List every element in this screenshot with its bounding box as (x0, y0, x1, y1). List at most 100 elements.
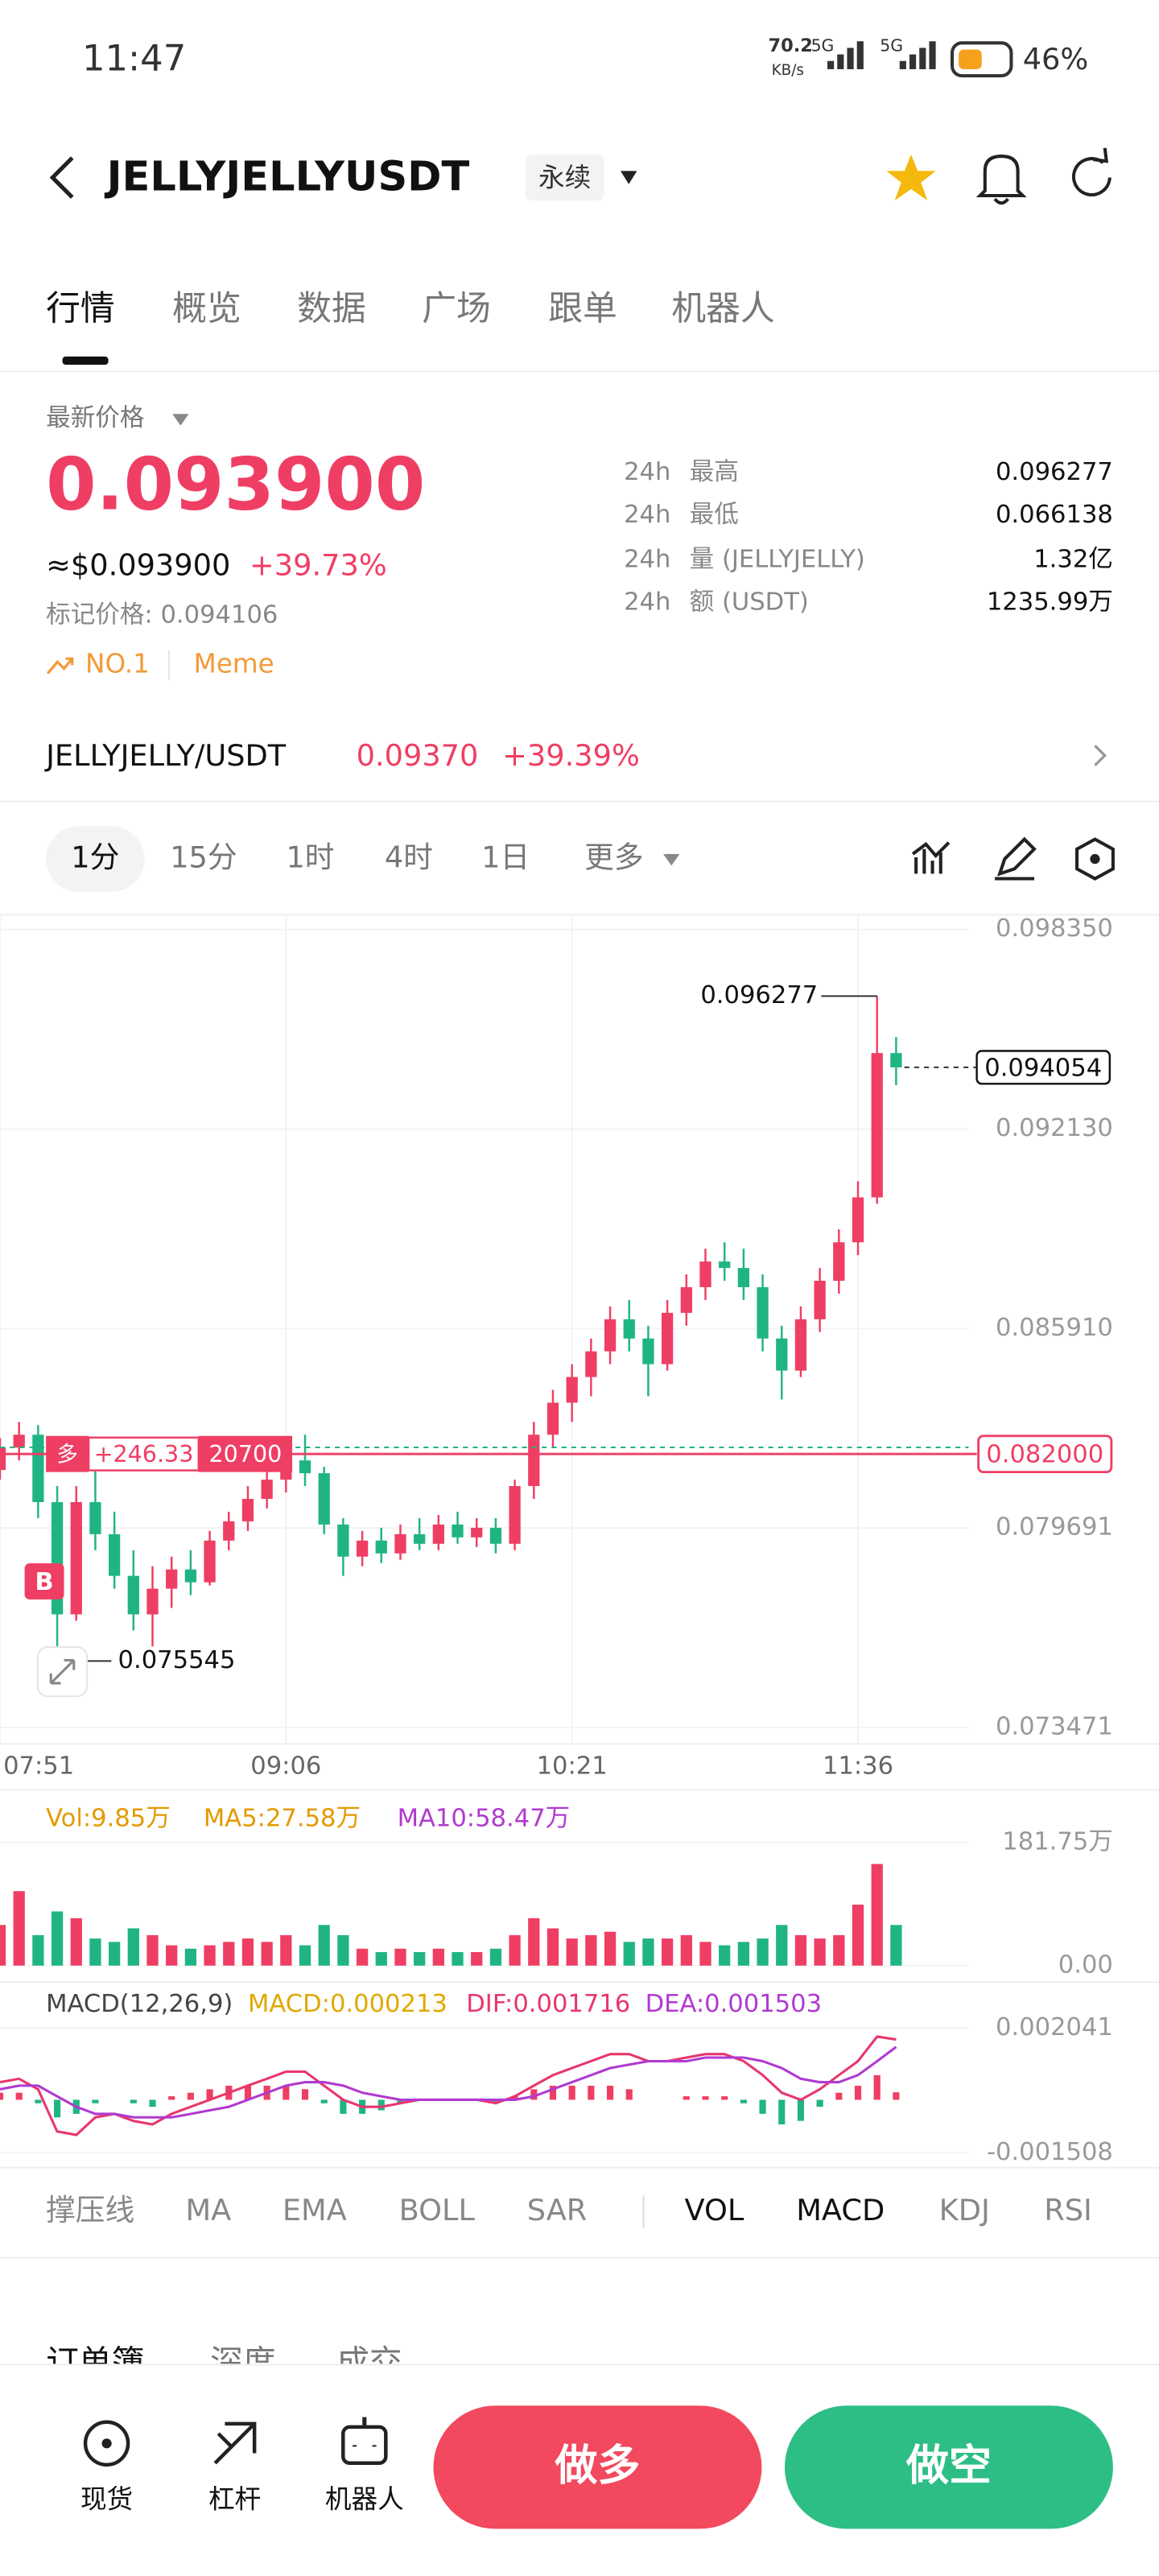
macd-bar (168, 2096, 175, 2100)
nav-label[interactable]: 现货 (80, 2484, 133, 2515)
interval[interactable]: 15分 (170, 840, 237, 875)
signal-bar (847, 47, 854, 69)
stat-period: 24h (624, 588, 670, 616)
margin-icon (213, 2421, 257, 2465)
pair-name[interactable]: JELLYJELLY/USDT (44, 738, 287, 773)
tab[interactable]: 机器人 (671, 288, 774, 328)
macd-bar (0, 2092, 4, 2100)
candle-body (890, 1053, 902, 1067)
macd-bar (511, 2096, 518, 2100)
volume-bar (51, 1911, 64, 1966)
position-side-bg[interactable] (46, 1435, 89, 1472)
stat-value: 0.066138 (996, 501, 1113, 529)
macd-bar (606, 2085, 614, 2100)
buy-label[interactable]: 做多 (554, 2441, 640, 2491)
indicator-tab[interactable]: SAR (527, 2193, 588, 2227)
tab[interactable]: 数据 (297, 288, 366, 328)
legend-item: DEA:0.001503 (645, 1990, 822, 2018)
chevron[interactable] (1094, 745, 1107, 766)
interval[interactable]: 1时 (286, 840, 334, 875)
candle-body (241, 1498, 254, 1521)
favorite-star[interactable] (886, 155, 936, 201)
draw-icon[interactable] (995, 836, 1037, 881)
indicator-tab[interactable]: VOL (685, 2193, 744, 2227)
bot-icon-detail (353, 2417, 377, 2447)
macd-bar (92, 2099, 99, 2103)
candle-body (146, 1588, 159, 1615)
volume-bar (13, 1891, 25, 1966)
nav-label[interactable]: 机器人 (325, 2484, 404, 2515)
macd-bar (377, 2099, 385, 2111)
volume-bar (241, 1938, 254, 1966)
interval[interactable]: 1日 (481, 840, 530, 875)
usd-price: ≈$0.093900 (46, 547, 230, 582)
volume-bar (833, 1934, 845, 1966)
settings-icon[interactable] (1074, 837, 1115, 881)
stat-label: 额 (USDT) (690, 588, 809, 616)
macd-bar (854, 2085, 862, 2100)
position-pnl: +246.33 (94, 1440, 194, 1468)
candle-body (547, 1402, 559, 1435)
tab[interactable]: 行情 (46, 288, 115, 328)
interval[interactable]: 4时 (385, 840, 433, 875)
volume-bar (852, 1905, 864, 1966)
macd-bar (625, 2089, 633, 2100)
indicator-tab[interactable]: BOLL (399, 2193, 476, 2227)
expand-icon (49, 1658, 76, 1685)
macd-bar (740, 2099, 747, 2103)
tab[interactable]: 跟单 (548, 288, 617, 328)
interval[interactable]: 更多 (584, 840, 643, 875)
share-icon[interactable] (1071, 147, 1112, 197)
nav-label[interactable]: 杠杆 (208, 2484, 261, 2515)
macd-bar (149, 2099, 156, 2107)
volume-bar (604, 1931, 617, 1966)
entry-label: 0.082000 (986, 1441, 1103, 1469)
volume-bar (337, 1934, 349, 1966)
stat-label: 最高 (690, 458, 739, 486)
indicator-tab[interactable]: KDJ (939, 2193, 990, 2227)
y-tick-label: 0.085910 (996, 1314, 1113, 1342)
tab[interactable]: 广场 (422, 288, 491, 328)
indicator-tab[interactable]: 撑压线 (46, 2193, 134, 2227)
volume-bar (547, 1928, 559, 1966)
sell-label[interactable]: 做空 (905, 2441, 992, 2491)
signal-bar (929, 41, 936, 69)
buy-button[interactable] (433, 2405, 762, 2529)
bell-icon[interactable] (975, 155, 1027, 205)
macd-bar (15, 2092, 23, 2100)
indicator-tab[interactable]: MACD (796, 2193, 885, 2227)
candle-body (585, 1351, 597, 1377)
tag[interactable]: Meme (194, 648, 274, 679)
interval[interactable]: 1分 (71, 840, 119, 875)
trade-marker-bg (24, 1563, 64, 1600)
trade-marker: B (35, 1568, 53, 1596)
candle-body (299, 1460, 311, 1474)
tab[interactable]: 概览 (172, 288, 241, 328)
back-button[interactable] (49, 156, 74, 199)
macd-bar (340, 2099, 347, 2114)
candle-body (184, 1569, 197, 1583)
candle-body (871, 1053, 883, 1198)
contract-tag[interactable]: 永续 (538, 163, 591, 193)
indicator-tab[interactable]: EMA (283, 2193, 347, 2227)
spot-icon (83, 2420, 130, 2467)
position-pnl-bg (87, 1436, 200, 1472)
candle-body (794, 1319, 807, 1371)
candle-body (566, 1377, 578, 1403)
legend-item: DIF:0.001716 (466, 1990, 630, 2018)
volume-bar (776, 1925, 788, 1966)
indicator-tab[interactable]: RSI (1044, 2193, 1092, 2227)
indicator-icon[interactable] (911, 841, 951, 874)
signal-bar (909, 54, 917, 69)
legend-item: Vol:9.85万 (46, 1805, 171, 1833)
price-change: +39.73% (250, 547, 387, 582)
position-size-bg (198, 1435, 293, 1472)
indicator-tab[interactable]: MA (185, 2193, 231, 2227)
x-tick-label: 09:06 (250, 1752, 321, 1780)
signal-bar (919, 47, 926, 69)
candle-body (719, 1261, 731, 1269)
candle-body (528, 1435, 540, 1487)
volume-bar (0, 1925, 6, 1966)
sell-button[interactable] (784, 2405, 1113, 2529)
